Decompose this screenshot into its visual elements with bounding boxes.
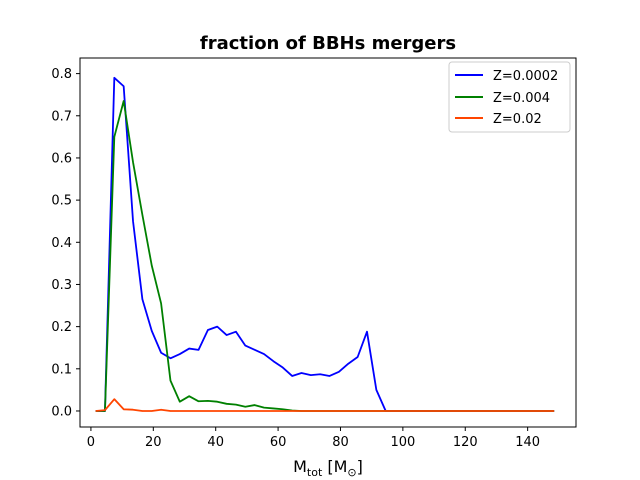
series-z0002-line [95,76,555,412]
series-z02-line [95,398,555,412]
x-tick-label: 80 [332,435,349,450]
x-tick-label: 20 [145,435,162,450]
legend: Z=0.0002 Z=0.004 Z=0.02 [448,61,571,133]
legend-box [448,61,571,133]
legend-label-z0002: Z=0.0002 [493,69,558,84]
y-tick-label: 0.1 [51,362,72,377]
x-axis-ticks: 0 20 40 60 80 100 120 140 [87,427,540,450]
y-axis-ticks: 0.0 0.1 0.2 0.3 0.4 0.5 0.6 0.7 0.8 [51,67,80,419]
plot-frame [79,57,577,428]
y-tick-label: 0.7 [51,109,72,124]
y-tick-label: 0.2 [51,320,72,335]
x-tick-label: 0 [87,435,95,450]
chart-title: fraction of BBHs mergers [200,33,456,54]
series-layer [95,76,555,412]
y-tick-label: 0.3 [51,278,72,293]
y-tick-label: 0.6 [51,151,72,166]
x-tick-label: 40 [207,435,224,450]
y-tick-label: 0.4 [51,236,72,251]
x-tick-label: 140 [515,435,540,450]
x-tick-label: 120 [453,435,478,450]
y-tick-label: 0.0 [51,404,72,419]
x-axis-label: Mtot [M⊙] [293,457,363,479]
legend-label-z004: Z=0.004 [493,91,550,106]
x-tick-label: 60 [270,435,287,450]
y-tick-label: 0.8 [51,67,72,82]
x-tick-label: 100 [390,435,415,450]
y-tick-label: 0.5 [51,194,72,209]
series-z004-line [95,100,555,412]
legend-label-z02: Z=0.02 [493,112,542,127]
